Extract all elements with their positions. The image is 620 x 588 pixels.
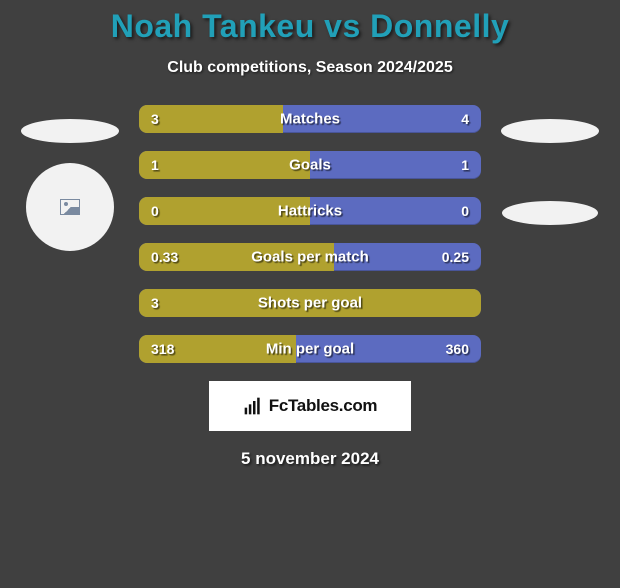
left-name-pill [21,119,119,143]
comparison-content: 3 Matches 4 1 Goals 1 0 Hattricks 0 0.33 Goals per… [0,105,620,469]
right-player-column [490,105,610,225]
stat-label: Hattricks [278,203,342,220]
stat-label: Goals per match [251,249,369,266]
logo-text: FcTables.com [269,396,378,416]
date-label: 5 november 2024 [0,449,620,469]
stat-label: Matches [280,111,340,128]
stat-value-left: 3 [151,295,159,311]
stat-bar-shots-per-goal: 3 Shots per goal [139,289,481,317]
stat-label: Goals [289,157,331,174]
stat-value-right: 4 [461,111,469,127]
page-title: Noah Tankeu vs Donnelly [0,8,620,45]
stat-value-right: 0.25 [442,249,469,265]
stat-label: Min per goal [266,341,354,358]
stat-value-left: 0.33 [151,249,178,265]
stat-value-left: 1 [151,157,159,173]
stat-value-left: 0 [151,203,159,219]
stat-bar-matches: 3 Matches 4 [139,105,481,133]
stat-bar-min-per-goal: 318 Min per goal 360 [139,335,481,363]
subtitle: Club competitions, Season 2024/2025 [0,59,620,77]
stat-bar-left-fill [139,151,310,179]
stat-label: Shots per goal [258,295,362,312]
stat-value-right: 360 [446,341,469,357]
vs-word: vs [324,8,361,44]
stat-value-left: 3 [151,111,159,127]
right-secondary-pill [502,201,598,225]
stat-bar-goals: 1 Goals 1 [139,151,481,179]
right-name-pill [501,119,599,143]
stat-value-right: 0 [461,203,469,219]
logo-box: FcTables.com [209,381,411,431]
player-right-name: Donnelly [370,8,509,44]
left-player-column [10,105,130,251]
stat-bar-left-fill [139,105,283,133]
comparison-bars: 3 Matches 4 1 Goals 1 0 Hattricks 0 0.33 Goals per… [139,105,481,363]
stat-value-right: 1 [461,157,469,173]
stat-bar-goals-per-match: 0.33 Goals per match 0.25 [139,243,481,271]
player-left-name: Noah Tankeu [111,8,315,44]
left-avatar [26,163,114,251]
stat-bar-hattricks: 0 Hattricks 0 [139,197,481,225]
fctables-logo-icon [243,396,263,416]
stat-value-left: 318 [151,341,174,357]
image-placeholder-icon [60,199,80,215]
